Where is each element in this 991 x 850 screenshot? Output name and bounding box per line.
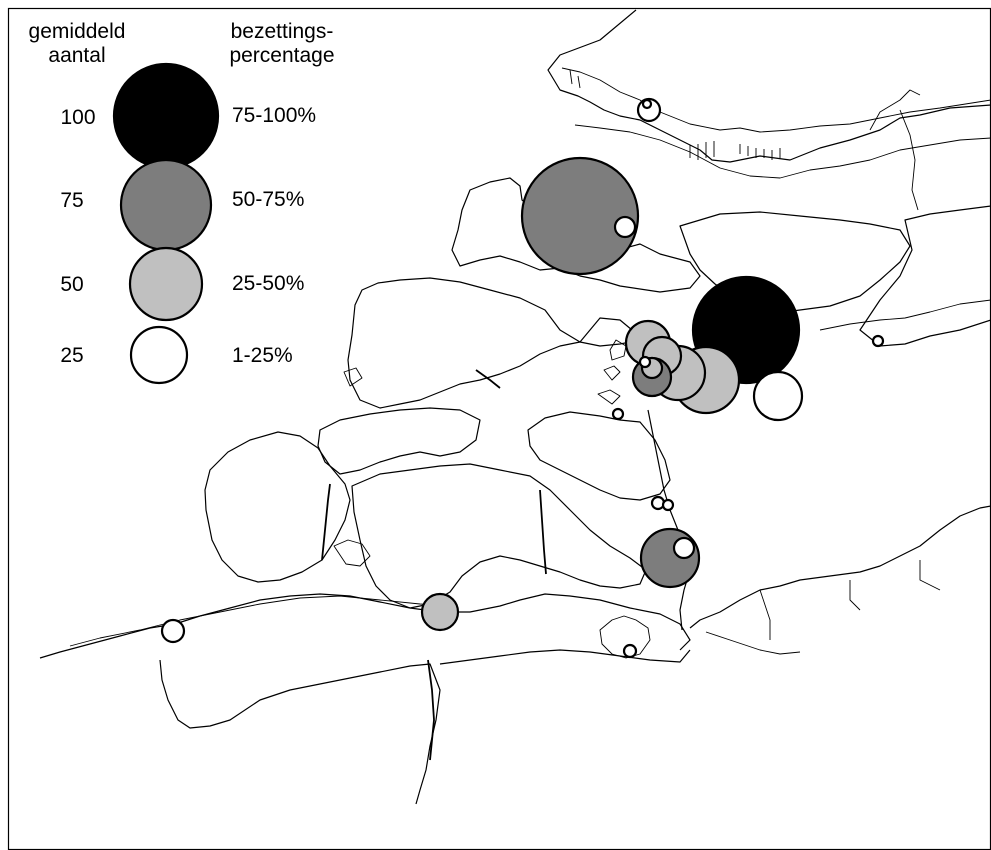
island-zuid-beveland xyxy=(351,463,647,609)
legend: gemiddeld aantal bezettings- percentage … xyxy=(29,20,335,385)
coast-north xyxy=(547,9,991,163)
river-channel-2 xyxy=(899,109,919,211)
canal-east xyxy=(647,409,691,631)
bubble-rockanje xyxy=(520,156,640,276)
legend-color-label-1: 75-100% xyxy=(232,104,316,127)
river-channel-3 xyxy=(869,89,921,131)
border-belgium xyxy=(159,659,441,805)
harbour-strip-north xyxy=(561,67,991,133)
legend-color-label-3: 25-50% xyxy=(232,272,304,295)
mainland-zeeuws-vlaanderen xyxy=(39,593,691,659)
bubble-bergen-op-zoom-inner xyxy=(672,536,696,560)
legend-color-title-line1: bezettings- xyxy=(231,20,334,43)
island-tholen xyxy=(527,411,671,501)
legend-color-label-2: 50-75% xyxy=(232,188,304,211)
island-dordrecht xyxy=(859,205,991,347)
legend-circle-1 xyxy=(112,62,220,170)
legend-size-title-line1: gemiddeld xyxy=(29,20,126,43)
legend-size-label-4: 25 xyxy=(60,344,83,367)
bubble-brielle-inner xyxy=(641,98,653,110)
legend-circle-3 xyxy=(128,246,204,322)
legend-size-label-3: 50 xyxy=(60,273,83,296)
bubble-hulst xyxy=(622,643,638,659)
legend-size-label-2: 75 xyxy=(60,189,83,212)
legend-size-label-1: 100 xyxy=(60,106,95,129)
small-coast-details xyxy=(333,339,651,659)
border-belgium-east xyxy=(439,649,691,665)
bubble-zuid-beveland xyxy=(420,592,460,632)
island-walcheren xyxy=(204,431,351,583)
road-network xyxy=(321,369,547,761)
harbour-basins xyxy=(569,69,781,160)
harbour-strip-south xyxy=(574,124,991,179)
island-schouwen-duiveland xyxy=(347,277,641,409)
legend-circle-2 xyxy=(119,158,213,252)
river-channel xyxy=(819,299,991,331)
legend-size-title-line2: aantal xyxy=(48,44,105,67)
bubble-rockanje-small xyxy=(613,215,637,239)
legend-circle-4 xyxy=(129,325,189,385)
bubble-bergen-op-zoom xyxy=(639,527,701,589)
coastline-layer xyxy=(39,9,991,805)
bubble-hellevoet-7 xyxy=(638,355,652,369)
bubble-tholen-b xyxy=(661,498,675,512)
bubble-goeree-south xyxy=(611,407,625,421)
bubble-harbour-east xyxy=(871,334,885,348)
border-inland xyxy=(759,560,941,640)
legend-color-title-line2: percentage xyxy=(229,44,334,67)
bubble-tholen-a xyxy=(650,495,666,511)
legend-color-label-4: 1-25% xyxy=(232,344,293,367)
bubble-spijkenisse-white xyxy=(752,370,804,422)
mainland-brabant xyxy=(689,505,991,629)
border-brabant-south xyxy=(705,631,801,655)
island-noord-beveland xyxy=(317,407,481,475)
westerschelde xyxy=(69,595,451,647)
bubble-layer xyxy=(160,97,885,659)
island-hoeksche-waard xyxy=(679,211,911,315)
bubble-cadzand xyxy=(160,618,186,644)
